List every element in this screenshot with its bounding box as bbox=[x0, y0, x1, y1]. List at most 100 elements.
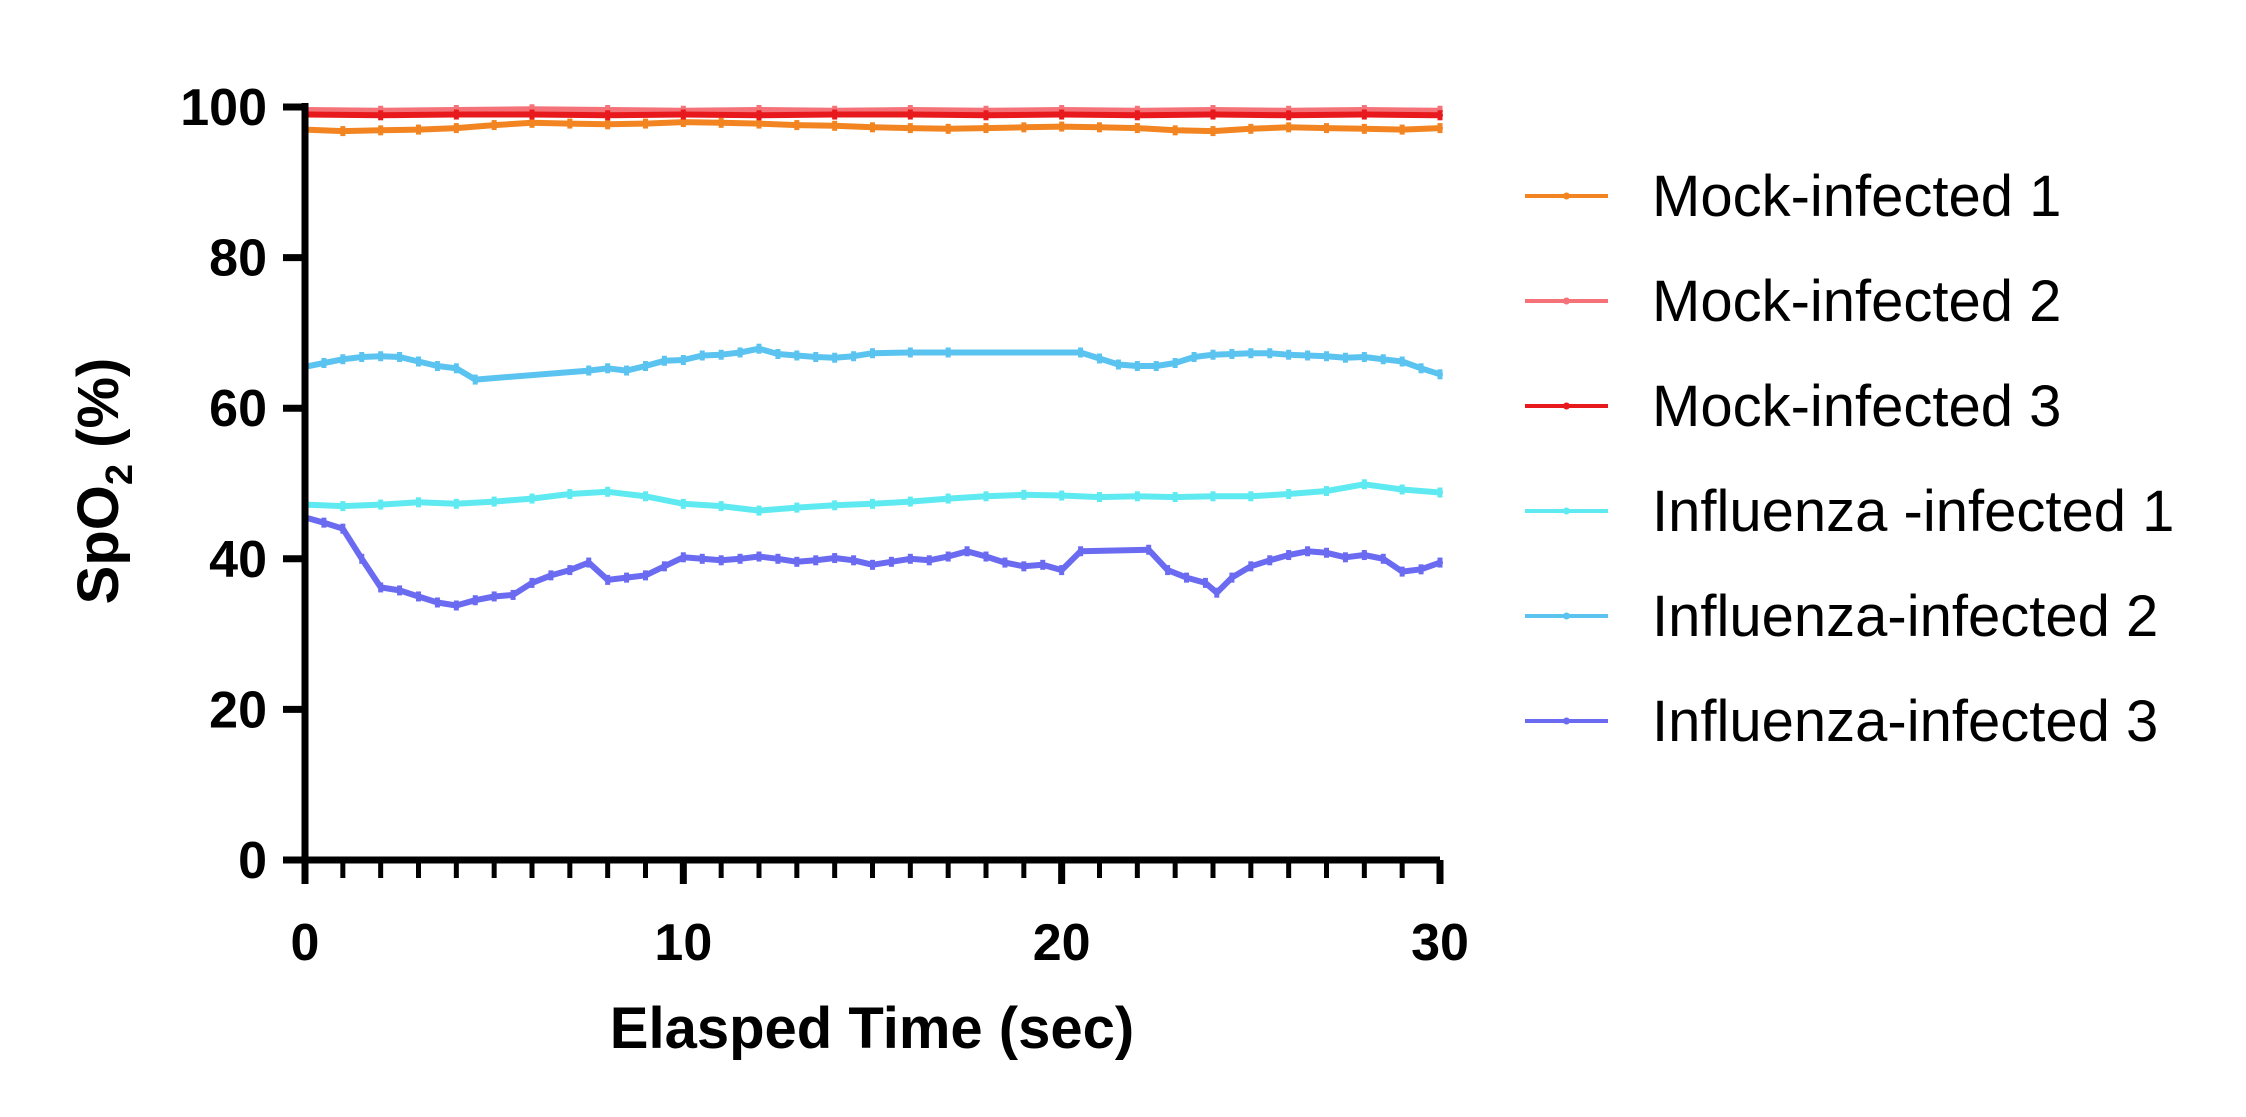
data-point bbox=[832, 120, 838, 131]
data-point bbox=[1097, 122, 1102, 133]
data-point bbox=[378, 351, 384, 362]
data-point bbox=[643, 361, 648, 372]
data-point bbox=[1146, 544, 1152, 555]
legend-label-1: Mock-infected 1 bbox=[1652, 164, 2061, 229]
data-point bbox=[1229, 572, 1235, 583]
data-point bbox=[907, 553, 913, 564]
data-point bbox=[794, 556, 800, 567]
data-point bbox=[1361, 550, 1367, 561]
data-point bbox=[1229, 348, 1235, 359]
data-point bbox=[794, 350, 800, 361]
data-point bbox=[718, 349, 724, 360]
data-point bbox=[832, 109, 838, 120]
data-point bbox=[1267, 555, 1273, 566]
data-point bbox=[548, 570, 554, 581]
data-point bbox=[1191, 351, 1197, 362]
data-point bbox=[643, 491, 648, 502]
legend-label-3: Mock-infected 3 bbox=[1652, 374, 2061, 439]
data-point bbox=[453, 123, 459, 134]
x-tick-label: 20 bbox=[1033, 914, 1091, 972]
data-point bbox=[699, 553, 705, 564]
data-point bbox=[586, 557, 592, 568]
data-point bbox=[870, 498, 875, 509]
data-point bbox=[832, 500, 838, 511]
data-point bbox=[340, 523, 346, 534]
data-point bbox=[1115, 359, 1121, 370]
data-point bbox=[1437, 557, 1443, 568]
data-point bbox=[529, 109, 535, 120]
data-point bbox=[983, 551, 989, 562]
data-point bbox=[1399, 566, 1405, 577]
data-point bbox=[1324, 547, 1329, 558]
data-point bbox=[680, 109, 686, 120]
data-point bbox=[1172, 492, 1178, 503]
data-point bbox=[756, 105, 762, 116]
data-point bbox=[1361, 479, 1367, 490]
data-point bbox=[964, 546, 970, 557]
data-point bbox=[378, 125, 384, 136]
data-point bbox=[1214, 587, 1220, 598]
ticks: 0 20 40 60 80 100 0 10 20 30 bbox=[180, 79, 1469, 972]
data-point bbox=[567, 118, 573, 129]
data-point bbox=[453, 363, 459, 374]
data-point bbox=[1418, 363, 1424, 374]
data-point bbox=[1361, 351, 1367, 362]
data-point bbox=[870, 348, 875, 359]
data-point bbox=[1134, 123, 1140, 134]
data-point bbox=[359, 351, 365, 362]
data-point bbox=[1184, 572, 1190, 583]
data-point bbox=[680, 498, 686, 509]
data-point bbox=[1437, 487, 1443, 498]
data-point bbox=[756, 343, 762, 354]
y-tick-label: 40 bbox=[209, 531, 267, 589]
data-point bbox=[1210, 349, 1216, 360]
data-point bbox=[983, 123, 989, 134]
data-point bbox=[945, 493, 951, 504]
data-point bbox=[359, 553, 365, 564]
data-point bbox=[926, 555, 932, 566]
legend-marker bbox=[1563, 192, 1570, 200]
data-point bbox=[1305, 546, 1311, 557]
data-point bbox=[605, 574, 611, 585]
data-point bbox=[491, 591, 497, 602]
data-point bbox=[945, 123, 951, 134]
data-point bbox=[1134, 491, 1140, 502]
y-tick-label: 100 bbox=[180, 79, 267, 137]
data-point bbox=[907, 347, 913, 358]
data-point bbox=[813, 555, 819, 566]
data-point bbox=[1021, 122, 1027, 133]
data-point bbox=[983, 491, 989, 502]
legend-marker bbox=[1563, 717, 1570, 725]
data-point bbox=[756, 505, 762, 516]
data-point bbox=[756, 110, 762, 121]
data-point bbox=[1172, 358, 1178, 369]
data-point bbox=[1165, 565, 1171, 576]
data-point bbox=[1380, 553, 1386, 564]
data-point bbox=[1172, 125, 1178, 136]
data-point bbox=[397, 351, 403, 362]
data-point bbox=[1286, 550, 1292, 561]
data-point bbox=[661, 355, 667, 366]
data-point bbox=[643, 570, 648, 581]
axes bbox=[301, 103, 1440, 864]
data-point bbox=[1324, 486, 1329, 497]
data-point bbox=[1437, 369, 1443, 380]
legend: Mock-infected 1 Mock-infected 2 Mock-infec… bbox=[1525, 164, 2174, 754]
data-point bbox=[1248, 491, 1254, 502]
data-point bbox=[453, 109, 459, 120]
y-tick-label: 60 bbox=[209, 380, 267, 438]
data-point bbox=[1248, 123, 1254, 134]
data-point bbox=[1267, 348, 1273, 359]
data-point bbox=[1361, 123, 1367, 134]
data-point bbox=[737, 347, 743, 358]
data-point bbox=[1324, 123, 1329, 134]
data-point bbox=[340, 126, 346, 137]
data-point bbox=[529, 493, 535, 504]
data-point bbox=[1342, 552, 1348, 563]
data-point bbox=[1286, 110, 1292, 121]
data-point bbox=[510, 589, 516, 600]
data-point bbox=[1153, 361, 1159, 372]
y-tick-label: 20 bbox=[209, 681, 267, 739]
data-point bbox=[1097, 492, 1102, 503]
